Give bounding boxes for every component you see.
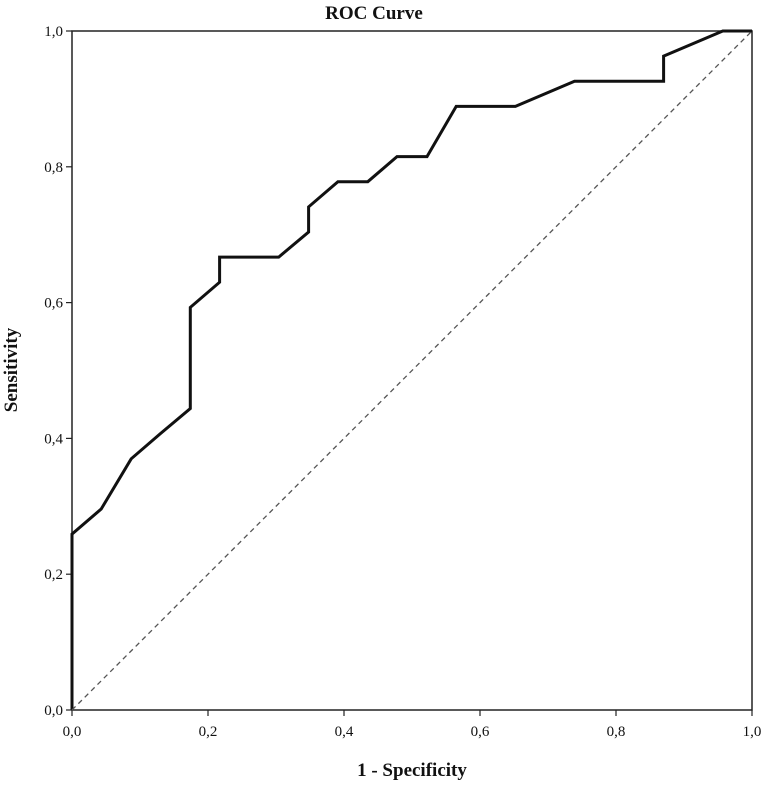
- x-tick-label: 0,2: [199, 724, 218, 740]
- x-tick-label: 0,4: [335, 724, 354, 740]
- x-tick-label: 0,6: [471, 724, 490, 740]
- y-tick-label: 0,4: [44, 431, 63, 447]
- y-axis-title: Sensitivity: [1, 327, 22, 412]
- x-tick-label: 0,8: [607, 724, 626, 740]
- x-tick-label: 0,0: [63, 724, 82, 740]
- roc-curve-line: [70, 29, 752, 710]
- plot-area: 0,0 0,2 0,4 0,6 0,8 1,0 0,0 0,2 0,4 0,6 0,8 1,0: [44, 24, 761, 740]
- y-tick-label: 0,0: [44, 703, 63, 719]
- y-tick-label: 0,2: [44, 567, 63, 583]
- x-tick-label: 1,0: [743, 724, 762, 740]
- y-tick-label: 0,8: [44, 160, 63, 176]
- y-tick-label: 0,6: [44, 296, 63, 312]
- reference-diagonal-line: [71, 30, 753, 711]
- x-axis-title: 1 - Specificity: [357, 760, 467, 781]
- chart-title: ROC Curve: [325, 3, 423, 24]
- plot-frame: [71, 30, 753, 711]
- y-tick-label: 1,0: [44, 24, 63, 40]
